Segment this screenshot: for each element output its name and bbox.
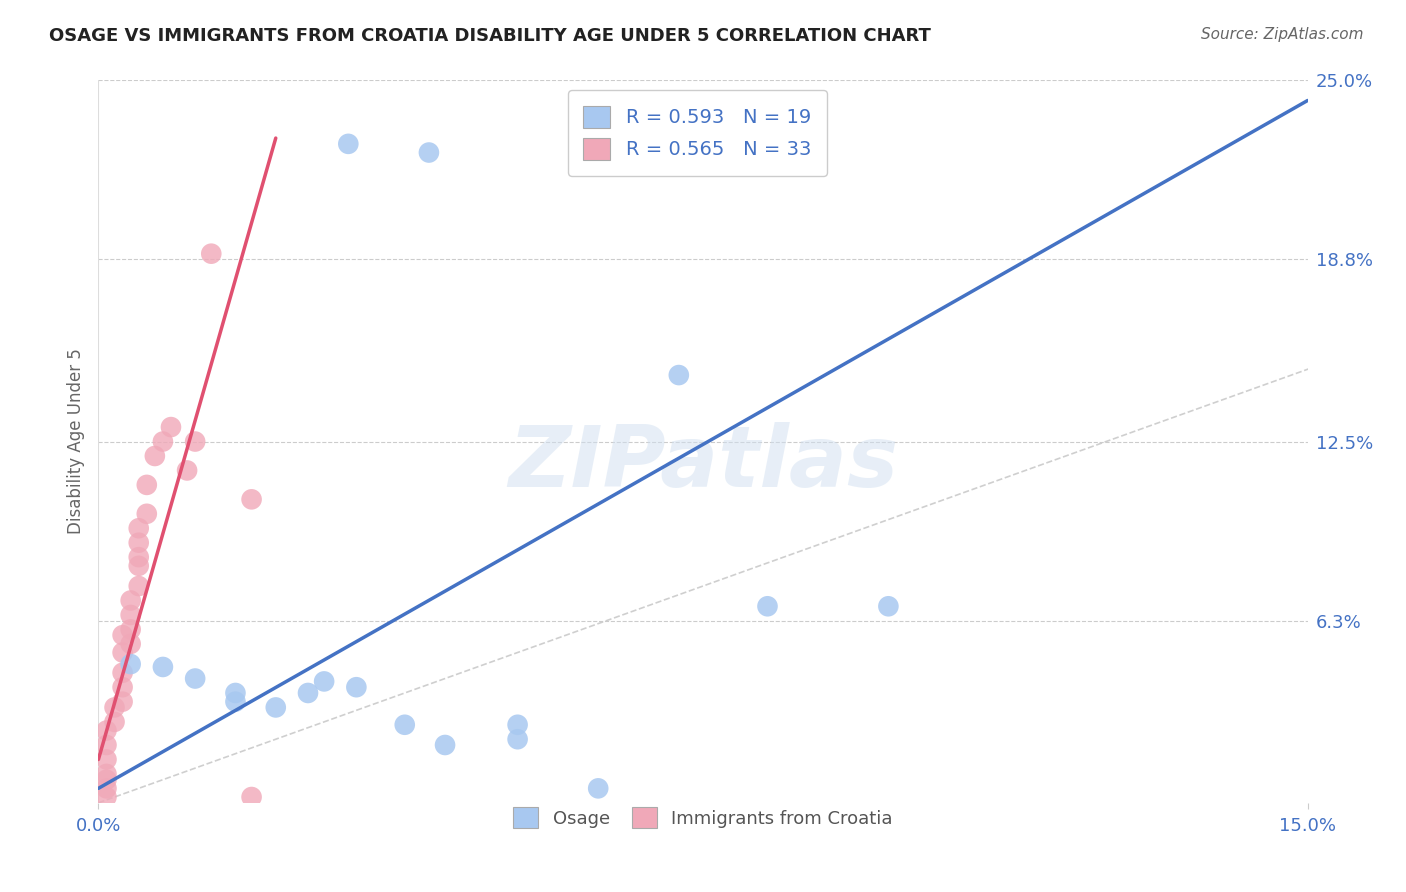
Point: [96, 738, 118, 752]
Point: [128, 521, 150, 535]
Point: [111, 628, 134, 642]
Point: [224, 695, 246, 709]
Point: [337, 136, 360, 151]
Point: [297, 686, 319, 700]
Point: [111, 646, 134, 660]
Point: [135, 507, 157, 521]
Point: [176, 463, 198, 477]
Point: [394, 718, 416, 732]
Point: [506, 732, 529, 747]
Y-axis label: Disability Age Under 5: Disability Age Under 5: [66, 349, 84, 534]
Legend: Osage, Immigrants from Croatia: Osage, Immigrants from Croatia: [505, 798, 901, 837]
Point: [152, 660, 174, 674]
Point: [120, 637, 142, 651]
Text: OSAGE VS IMMIGRANTS FROM CROATIA DISABILITY AGE UNDER 5 CORRELATION CHART: OSAGE VS IMMIGRANTS FROM CROATIA DISABIL…: [49, 27, 931, 45]
Point: [120, 657, 142, 671]
Point: [128, 550, 150, 565]
Point: [103, 700, 125, 714]
Point: [314, 674, 336, 689]
Point: [152, 434, 174, 449]
Point: [434, 738, 457, 752]
Point: [143, 449, 166, 463]
Point: [103, 714, 125, 729]
Point: [128, 535, 150, 549]
Point: [344, 680, 367, 694]
Point: [586, 781, 609, 796]
Point: [96, 790, 118, 805]
Point: [96, 723, 118, 738]
Point: [877, 599, 900, 614]
Point: [506, 718, 529, 732]
Point: [200, 246, 222, 260]
Point: [184, 434, 207, 449]
Point: [111, 695, 134, 709]
Point: [96, 767, 118, 781]
Point: [756, 599, 779, 614]
Point: [120, 623, 142, 637]
Point: [96, 772, 118, 787]
Point: [184, 672, 207, 686]
Point: [418, 145, 440, 160]
Point: [264, 700, 287, 714]
Point: [240, 492, 263, 507]
Point: [128, 558, 150, 573]
Point: [668, 368, 690, 382]
Point: [111, 680, 134, 694]
Text: ZIPatlas: ZIPatlas: [508, 422, 898, 505]
Point: [128, 579, 150, 593]
Point: [96, 752, 118, 766]
Point: [135, 478, 157, 492]
Text: Source: ZipAtlas.com: Source: ZipAtlas.com: [1201, 27, 1364, 42]
Point: [224, 686, 246, 700]
Point: [120, 593, 142, 607]
Point: [96, 781, 118, 796]
Point: [240, 790, 263, 805]
Point: [160, 420, 183, 434]
Point: [120, 607, 142, 622]
Point: [111, 665, 134, 680]
